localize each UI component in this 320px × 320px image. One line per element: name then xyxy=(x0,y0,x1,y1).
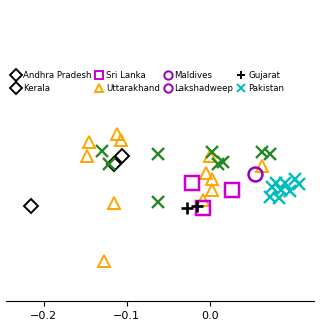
Legend: Andhra Pradesh, Kerala, Sri Lanka, Uttarakhand, Maldives, Lakshadweep, Gujarat, : Andhra Pradesh, Kerala, Sri Lanka, Uttar… xyxy=(11,70,285,94)
